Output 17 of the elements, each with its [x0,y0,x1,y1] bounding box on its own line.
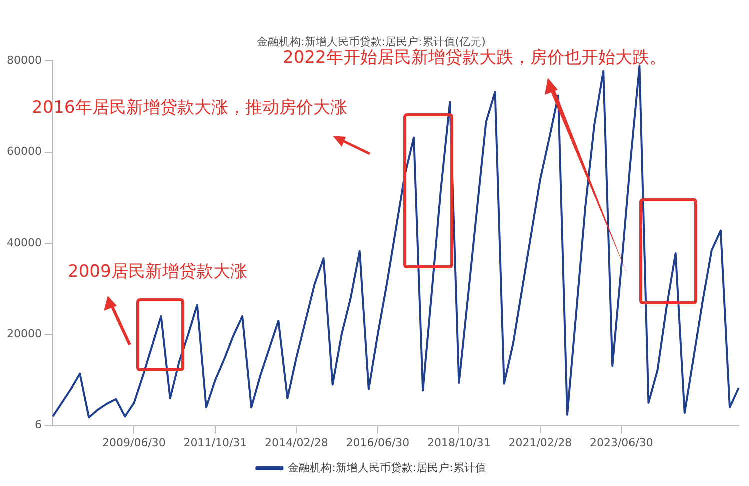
x-tick-label: 2021/02/28 [508,436,572,450]
x-tick-label: 2016/06/30 [346,436,410,450]
y-tick-label: 20000 [6,328,42,341]
x-tick-label: 2018/10/31 [427,436,491,450]
y-tick-label: 40000 [6,236,42,250]
x-tick-label: 2023/06/30 [590,436,654,450]
x-tick-label: 2014/02/28 [265,436,328,450]
x-tick-label: 2009/06/30 [102,436,166,450]
y-tick-label: 80000 [6,54,42,68]
annotation: 2009居民新增贷款大涨 [68,261,248,283]
chart-title: 金融机构:新增人民币贷款:居民户:累计值(亿元) [257,35,486,48]
x-tick-label: 2011/10/31 [184,436,248,450]
annotation: 2016年居民新增贷款大涨，推动房价大涨 [32,97,348,119]
legend-label: 金融机构:新增人民币贷款:居民户:累计值 [288,461,486,474]
y-tick-label: 6 [34,418,42,432]
annotation: 2022年开始居民新增贷款大跌，房价也开始大跌。 [283,48,666,69]
y-tick-label: 60000 [6,145,42,158]
